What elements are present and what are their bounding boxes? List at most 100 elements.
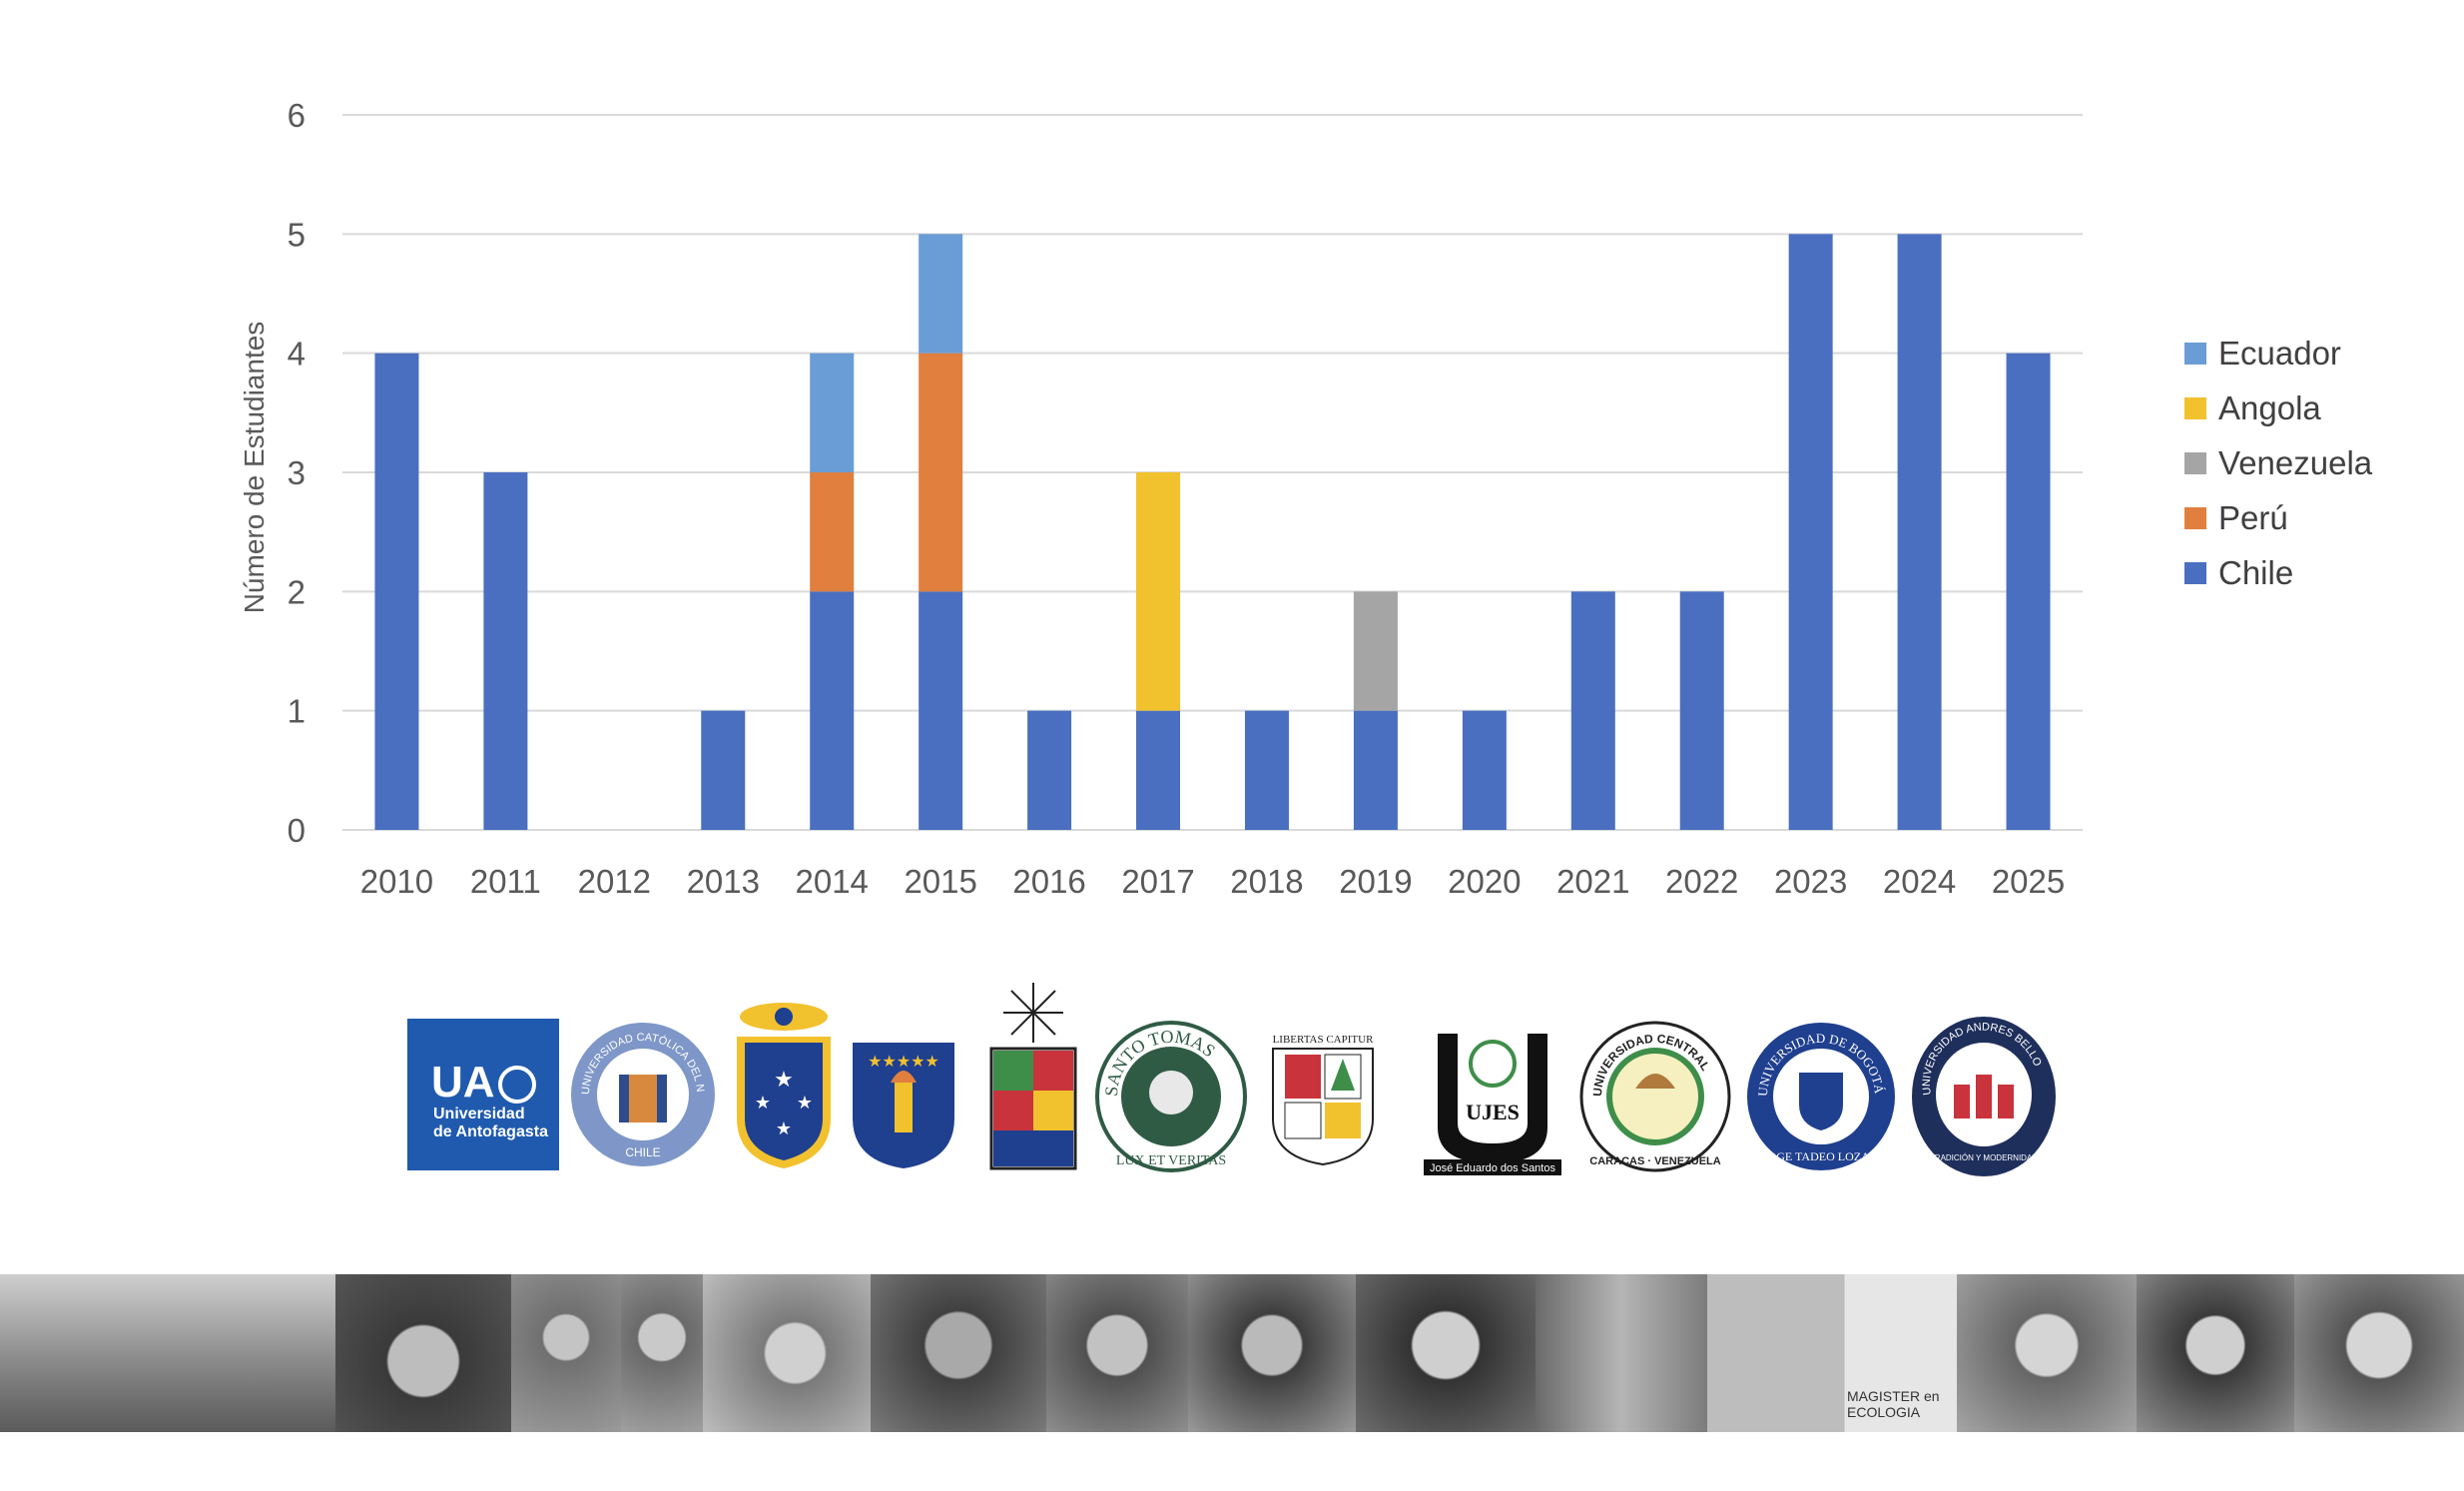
legend-label-Venezuela: Venezuela — [2218, 444, 2373, 481]
utadeo-logo-bottom-text: JORGE TADEO LOZANO — [1755, 1149, 1887, 1163]
bar-2020-Chile — [1462, 710, 1507, 830]
ua-logo-graphic: UA Universidad de Antofagasta — [431, 1058, 548, 1140]
university-logos: UA Universidad de Antofagasta UNIVERSIDA… — [399, 979, 2077, 1188]
svg-text:★: ★ — [755, 1093, 771, 1113]
student-photo-1 — [335, 1274, 511, 1432]
x-tick-label: 2020 — [1448, 863, 1521, 900]
legend-swatch-Chile — [2184, 562, 2206, 584]
group-photo — [0, 1274, 335, 1432]
ujes-logo-graphic: UJES José Eduardo dos Santos — [1424, 1034, 1561, 1175]
x-tick-label: 2018 — [1230, 863, 1303, 900]
ujes-logo-main: UJES — [1466, 1100, 1520, 1124]
x-tick-label: 2013 — [687, 863, 760, 900]
bar-2017-Chile — [1136, 710, 1181, 830]
poster-photo: MAGISTER en ECOLOGIA — [1707, 1274, 1957, 1432]
ucn-logo-graphic: UNIVERSIDAD CATÓLICA DEL NORTE CHILE — [563, 1010, 715, 1166]
unab-logo-graphic: UNIVERSIDAD ANDRES BELLO TRADICIÓN Y MOD… — [1912, 1017, 2056, 1176]
uach-logo-graphic: LIBERTAS CAPITUR — [1272, 1034, 1374, 1166]
x-tick-label: 2023 — [1774, 863, 1847, 900]
student-photo-10 — [1957, 1274, 2137, 1432]
student-photo-7 — [1188, 1274, 1356, 1432]
uchile-logo-graphic: ★ ★ ★ ★ — [737, 1003, 831, 1168]
udec-logo: ★★★★★ — [849, 1039, 958, 1170]
bar-2016-Chile — [1027, 710, 1072, 830]
student-photo-3 — [621, 1274, 703, 1432]
bar-2023-Chile — [1788, 234, 1833, 831]
ujes-logo: UJES José Eduardo dos Santos — [1418, 1024, 1567, 1175]
x-tick-label: 2021 — [1556, 863, 1629, 900]
y-tick-label: 2 — [288, 573, 306, 610]
legend-swatch-Perú — [2184, 507, 2206, 529]
ucv-logo-graphic: UNIVERSIDAD CENTRAL CARACAS · VENEZUELA — [1579, 1021, 1731, 1172]
x-tick-label: 2025 — [1992, 863, 2065, 900]
gridlines — [342, 114, 2083, 831]
bar-2015-Perú — [919, 353, 963, 592]
bar-2010-Chile — [374, 353, 419, 830]
student-photo-8 — [1356, 1274, 1536, 1432]
x-tick-label: 2011 — [470, 863, 541, 900]
legend-swatch-Ecuador — [2184, 343, 2206, 365]
bar-2011-Chile — [483, 472, 528, 830]
svg-text:★: ★ — [797, 1093, 813, 1113]
bar-2014-Perú — [810, 472, 855, 592]
bar-2015-Ecuador — [919, 234, 963, 354]
ucn-logo: UNIVERSIDAD CATÓLICA DEL NORTE CHILE — [563, 1010, 719, 1170]
bar-2021-Chile — [1570, 591, 1615, 830]
ujes-logo-sub: José Eduardo dos Santos — [1430, 1162, 1555, 1174]
legend-label-Chile: Chile — [2218, 554, 2293, 591]
student-photo-6 — [1046, 1274, 1188, 1432]
y-tick-label: 4 — [288, 336, 306, 373]
student-photo-5 — [871, 1274, 1046, 1432]
poster-text: MAGISTER en ECOLOGIA — [1847, 1388, 1940, 1420]
svg-text:★★★★★: ★★★★★ — [868, 1054, 939, 1071]
ua-logo-main: UA — [431, 1058, 495, 1107]
ucv-logo: UNIVERSIDAD CENTRAL CARACAS · VENEZUELA — [1577, 1019, 1733, 1174]
unab-logo-bottom-text: TRADICIÓN Y MODERNIDAD — [1930, 1153, 2038, 1162]
ua-logo: UA Universidad de Antofagasta — [407, 1019, 559, 1170]
student-photo-4 — [703, 1274, 871, 1432]
bar-2013-Chile — [701, 710, 746, 830]
unab-logo: UNIVERSIDAD ANDRES BELLO TRADICIÓN Y MOD… — [1909, 1015, 2059, 1178]
ucn-logo-bottom-text: CHILE — [625, 1145, 660, 1159]
star-icon: ★ — [774, 1067, 794, 1092]
uchile-logo: ★ ★ ★ ★ — [729, 999, 839, 1170]
legend-label-Ecuador: Ecuador — [2218, 335, 2341, 372]
x-tick-label: 2014 — [796, 863, 869, 900]
ua-logo-sub1: Universidad — [433, 1106, 525, 1122]
bars — [374, 234, 2051, 831]
y-tick-label: 3 — [288, 454, 306, 491]
y-tick-labels: 0 1 2 3 4 5 6 — [288, 97, 306, 849]
student-photo-2 — [511, 1274, 621, 1432]
usach-logo-graphic — [989, 983, 1077, 1170]
santo-tomas-logo-graphic: SANTO TOMAS LUX ET VERITAS — [1095, 1021, 1247, 1172]
svg-text:★: ★ — [776, 1118, 792, 1138]
x-tick-label: 2022 — [1665, 863, 1738, 900]
santo-tomas-bottom-text: LUX ET VERITAS — [1116, 1153, 1226, 1168]
ucv-logo-bottom-text: CARACAS · VENEZUELA — [1589, 1155, 1720, 1167]
student-photo-strip: MAGISTER en ECOLOGIA — [0, 1274, 2464, 1432]
student-photo-12 — [2294, 1274, 2464, 1432]
bar-2019-Chile — [1353, 710, 1398, 830]
bar-2018-Chile — [1244, 710, 1289, 830]
x-tick-label: 2024 — [1883, 863, 1956, 900]
y-tick-label: 5 — [288, 216, 306, 253]
bar-2024-Chile — [1897, 234, 1942, 831]
utadeo-logo: UNIVERSIDAD DE BOGOTÁ JORGE TADEO LOZANO — [1743, 1019, 1899, 1174]
legend: Ecuador Angola Venezuela Perú Chile — [2184, 335, 2373, 591]
legend-label-Perú: Perú — [2218, 499, 2288, 536]
uach-logo: LIBERTAS CAPITUR — [1263, 1029, 1383, 1168]
x-tick-label: 2015 — [904, 863, 976, 900]
legend-swatch-Venezuela — [2184, 452, 2206, 474]
utadeo-logo-graphic: UNIVERSIDAD DE BOGOTÁ JORGE TADEO LOZANO — [1747, 1023, 1895, 1170]
x-tick-label: 2017 — [1121, 863, 1194, 900]
bar-2014-Ecuador — [810, 353, 855, 472]
usach-logo — [983, 979, 1083, 1170]
y-tick-label: 6 — [288, 97, 306, 134]
bar-chart: 0 1 2 3 4 5 6 2010 2011 2012 2013 2014 2015 2016 2017… — [239, 97, 2373, 900]
y-tick-label: 1 — [288, 693, 306, 730]
bar-2022-Chile — [1679, 591, 1724, 830]
bar-2025-Chile — [2006, 353, 2051, 830]
santo-tomas-logo: SANTO TOMAS LUX ET VERITAS — [1093, 1019, 1249, 1174]
student-photo-9 — [1536, 1274, 1707, 1432]
legend-swatch-Angola — [2184, 397, 2206, 419]
